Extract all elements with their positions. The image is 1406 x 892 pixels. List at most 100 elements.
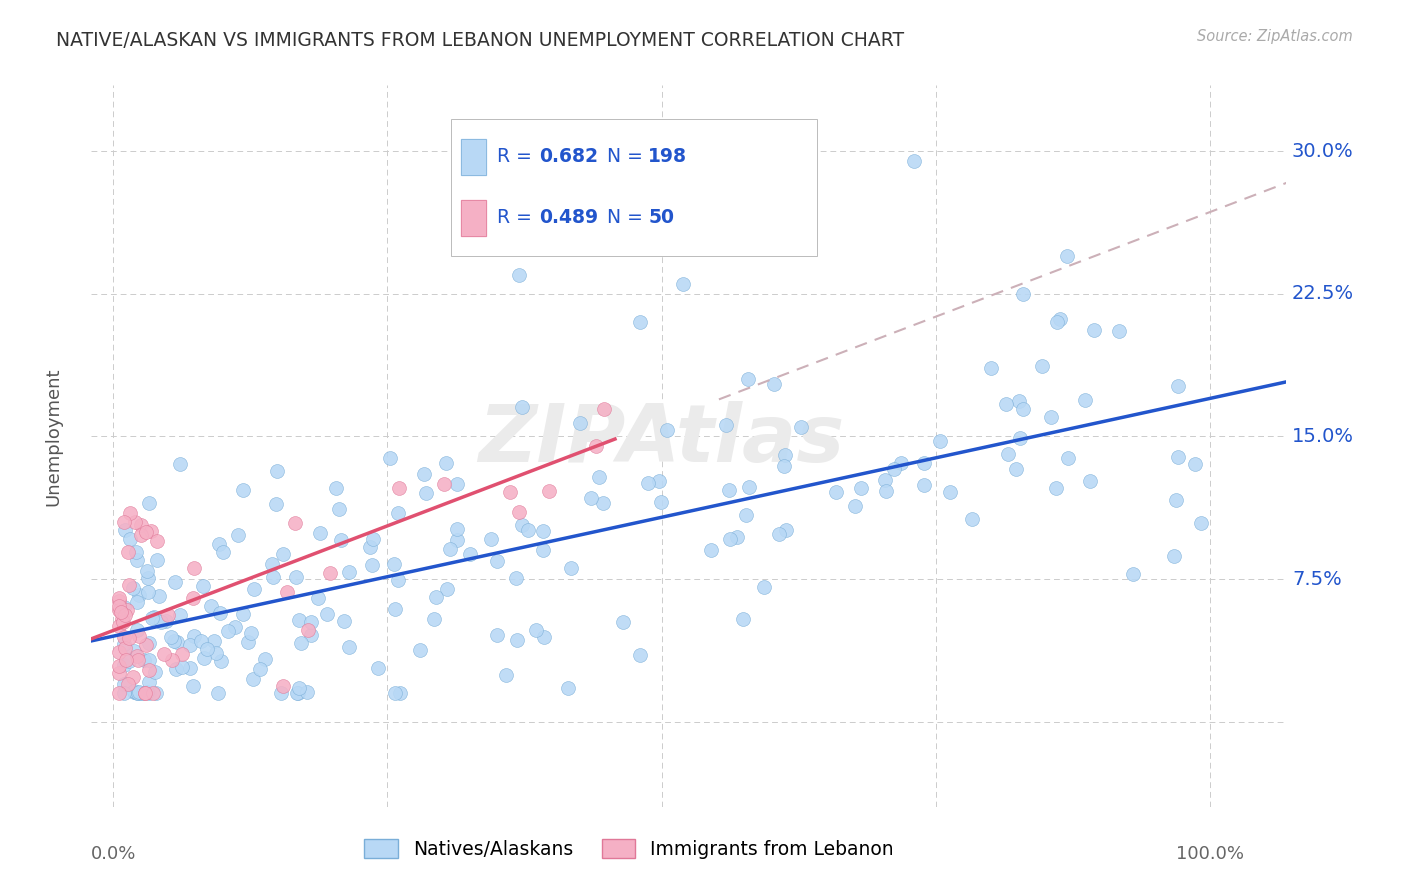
Point	[388, 686, 411, 700]
Point	[409, 643, 432, 657]
Point	[928, 434, 950, 448]
Point	[209, 654, 232, 668]
Point	[115, 603, 138, 617]
Point	[112, 657, 135, 672]
Point	[737, 372, 759, 386]
Point	[1056, 249, 1078, 263]
Point	[142, 686, 165, 700]
Point	[912, 456, 935, 470]
Point	[384, 686, 406, 700]
Point	[508, 505, 530, 519]
Point	[1049, 312, 1071, 326]
Point	[297, 623, 319, 637]
Text: R =: R =	[498, 209, 538, 227]
Point	[124, 515, 146, 529]
Point	[1083, 323, 1105, 337]
Point	[533, 630, 555, 644]
Point	[325, 481, 347, 495]
Point	[157, 607, 180, 622]
Text: 15.0%: 15.0%	[1292, 427, 1354, 446]
Point	[183, 629, 205, 643]
Point	[287, 686, 309, 700]
Point	[138, 663, 160, 677]
Point	[169, 457, 191, 471]
Point	[242, 672, 264, 686]
Point	[162, 633, 184, 648]
Point	[124, 545, 146, 559]
Point	[980, 360, 1002, 375]
Point	[360, 558, 382, 572]
Point	[648, 474, 671, 488]
Point	[1040, 409, 1063, 424]
Point	[825, 484, 848, 499]
Point	[112, 686, 135, 700]
Point	[271, 679, 294, 693]
Point	[458, 547, 481, 561]
Point	[232, 483, 254, 497]
Point	[134, 686, 156, 700]
Text: 0.489: 0.489	[538, 209, 598, 227]
Point	[163, 575, 186, 590]
Point	[284, 516, 307, 531]
Point	[266, 463, 288, 477]
Point	[260, 558, 283, 572]
Point	[285, 686, 308, 700]
Point	[284, 570, 307, 584]
Point	[107, 603, 129, 617]
Point	[121, 670, 143, 684]
Point	[531, 542, 554, 557]
Point	[762, 376, 785, 391]
Point	[200, 599, 222, 613]
Point	[111, 612, 134, 626]
Point	[127, 652, 149, 666]
Point	[1008, 431, 1031, 445]
Point	[890, 456, 912, 470]
Point	[316, 607, 339, 622]
Point	[508, 268, 530, 282]
Point	[1073, 392, 1095, 407]
Point	[612, 615, 634, 629]
Point	[299, 615, 322, 629]
Point	[136, 584, 159, 599]
Text: R =: R =	[498, 147, 538, 167]
Point	[782, 211, 804, 225]
Point	[114, 641, 136, 656]
Point	[112, 600, 135, 615]
Point	[132, 685, 155, 699]
Point	[446, 533, 468, 547]
Point	[1056, 450, 1078, 465]
Point	[585, 439, 607, 453]
Point	[243, 582, 266, 596]
Point	[193, 651, 215, 665]
Point	[138, 635, 160, 649]
Point	[1163, 549, 1185, 563]
Point	[166, 635, 188, 649]
Point	[387, 507, 409, 521]
Point	[415, 485, 437, 500]
Point	[1184, 457, 1206, 471]
Point	[232, 607, 254, 621]
Point	[143, 665, 166, 680]
Point	[568, 416, 591, 430]
Point	[773, 458, 796, 473]
Point	[118, 654, 141, 668]
Point	[138, 496, 160, 510]
Point	[125, 649, 148, 664]
Point	[425, 590, 447, 604]
Point	[112, 637, 135, 651]
Point	[117, 676, 139, 690]
Point	[1167, 450, 1189, 465]
Point	[107, 665, 129, 680]
Point	[288, 681, 311, 695]
Point	[134, 686, 156, 700]
Text: ZIPAtlas: ZIPAtlas	[478, 401, 845, 479]
Point	[183, 591, 205, 605]
Point	[129, 686, 152, 700]
Point	[262, 570, 284, 584]
Point	[211, 544, 233, 558]
Text: N =: N =	[607, 209, 648, 227]
Point	[731, 612, 754, 626]
Point	[1031, 359, 1053, 374]
Point	[361, 532, 384, 546]
Point	[714, 418, 737, 433]
